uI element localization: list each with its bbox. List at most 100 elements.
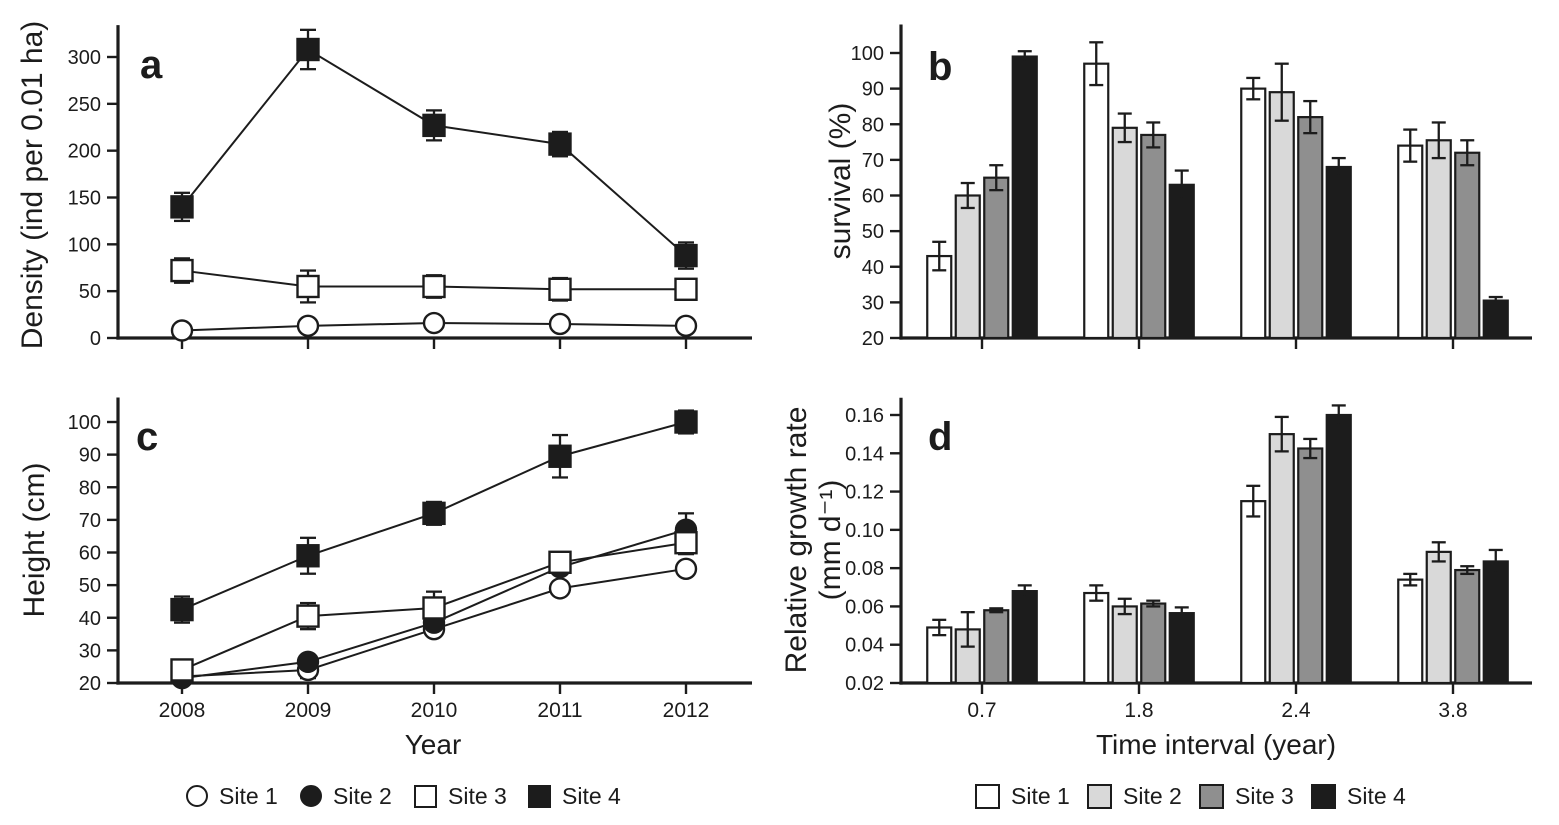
bar — [1482, 299, 1509, 340]
data-point-marker — [422, 274, 446, 299]
panel-a-y-axis-title: Density (ind per 0.01 ha) — [16, 21, 49, 350]
bar — [1240, 500, 1267, 685]
legend-item-site1: Site 1 — [186, 783, 300, 810]
bar — [983, 176, 1010, 340]
data-point-marker — [296, 604, 320, 628]
data-point-marker — [548, 550, 572, 574]
x-tick-label: 0.7 — [967, 699, 996, 722]
y-tick-label: 80 — [862, 114, 884, 136]
panel-d-growth-rate-bar-chart: 0.02 0.04 0.06 0.08 0.10 0.12 0.14 0.16 0.7 1.8 2.… — [845, 397, 1532, 722]
data-point-marker — [296, 37, 320, 62]
x-tick-label: 2009 — [285, 699, 332, 722]
panel-a-density-line-chart: 0 50 100 150 200 250 300 — [68, 25, 752, 350]
y-tick-label: 0.12 — [845, 482, 884, 504]
data-point-marker — [422, 501, 446, 526]
bar — [1168, 183, 1195, 340]
bar — [983, 609, 1010, 685]
y-tick-label: 50 — [79, 281, 101, 303]
bar — [1425, 139, 1452, 340]
y-tick-label: 20 — [862, 328, 884, 350]
y-tick-label: 80 — [79, 477, 101, 499]
bar — [1325, 413, 1352, 685]
y-tick-label: 0 — [90, 328, 101, 350]
x-tick-label: 2011 — [537, 699, 582, 722]
y-tick-label: 0.16 — [845, 405, 884, 427]
legend-label: Site 3 — [448, 782, 507, 809]
bar — [1240, 87, 1267, 340]
filled-square-marker-icon — [528, 784, 551, 808]
data-point-marker — [296, 650, 320, 673]
y-tick-label: 40 — [862, 257, 884, 279]
bar — [1397, 578, 1424, 685]
data-point-marker — [422, 113, 446, 138]
data-point-marker — [548, 132, 572, 156]
legend-label: Site 1 — [219, 782, 278, 809]
bar — [1454, 568, 1481, 685]
legend-label: Site 2 — [1123, 782, 1182, 809]
bar — [1083, 62, 1110, 340]
data-point-marker — [296, 314, 320, 338]
legend-label: Site 4 — [1347, 782, 1406, 809]
bar — [1111, 126, 1138, 340]
y-tick-label: 0.08 — [845, 558, 884, 580]
x-tick-label: 3.8 — [1438, 699, 1467, 722]
bar — [1268, 433, 1295, 685]
bar — [1268, 91, 1295, 340]
data-point-marker — [548, 277, 572, 301]
y-tick-label: 100 — [68, 234, 101, 256]
legend-item-site3: Site 3 — [1199, 783, 1311, 810]
bar — [1297, 116, 1324, 340]
panel-d-letter: d — [928, 415, 952, 459]
legend-item-site1: Site 1 — [975, 783, 1087, 810]
charts-canvas: a b c d Density (ind per 0.01 ha) surviv… — [16, 21, 1532, 760]
legend-item-site4: Site 4 — [528, 783, 642, 810]
x-tick-label: 2008 — [159, 699, 206, 722]
data-point-marker — [170, 658, 194, 682]
legend-line-markers: Site 1 Site 2 Site 3 Site 4 — [186, 776, 642, 816]
y-tick-label: 0.04 — [845, 635, 884, 657]
x-tick-label: 2012 — [663, 699, 710, 722]
data-point-marker — [296, 274, 320, 299]
bar — [1297, 447, 1324, 685]
legend-item-site3: Site 3 — [414, 783, 528, 810]
legend-label: Site 4 — [562, 782, 621, 809]
panel-d-y-axis-title-line1: Relative growth rate — [780, 407, 813, 674]
open-circle-marker-icon — [186, 785, 208, 807]
open-square-marker-icon — [414, 784, 437, 808]
panel-c-height-line-chart: 20 30 40 50 60 70 80 90 100 2008 2009 2010 2011 2012 — [68, 397, 752, 722]
panel-a-letter: a — [140, 43, 163, 87]
y-tick-label: 0.14 — [845, 443, 884, 465]
y-tick-label: 90 — [79, 445, 101, 467]
panel-c-letter: c — [136, 415, 158, 459]
series-line — [181, 48, 687, 257]
y-tick-label: 30 — [79, 640, 101, 662]
y-tick-label: 30 — [862, 292, 884, 314]
bar — [1111, 605, 1138, 685]
x-tick-label: 1.8 — [1124, 699, 1153, 722]
data-point-marker — [296, 544, 320, 568]
white-bar-swatch-icon — [975, 783, 1000, 809]
y-tick-label: 250 — [68, 94, 101, 116]
bar — [1083, 591, 1110, 685]
data-point-marker — [674, 314, 698, 338]
bar — [1482, 560, 1509, 685]
bar — [1140, 133, 1167, 340]
bar — [1397, 144, 1424, 340]
panel-b-y-axis-title: survival (%) — [824, 103, 857, 260]
data-point-marker — [170, 597, 194, 622]
bar — [1325, 165, 1352, 340]
data-point-marker — [674, 243, 698, 268]
legend-bar-fills: Site 1 Site 2 Site 3 Site 4 — [975, 776, 1423, 816]
black-bar-swatch-icon — [1311, 783, 1336, 809]
data-point-marker — [422, 596, 446, 620]
panel-b-survival-bar-chart: 20 30 40 50 60 70 80 90 100 — [851, 24, 1532, 350]
legend-item-site2: Site 2 — [1087, 783, 1199, 810]
gray-bar-swatch-icon — [1199, 783, 1224, 809]
y-tick-label: 40 — [79, 608, 101, 630]
data-point-marker — [548, 312, 572, 336]
data-point-marker — [674, 410, 698, 434]
legend-item-site4: Site 4 — [1311, 783, 1423, 810]
y-tick-label: 100 — [851, 43, 884, 65]
bar — [1168, 612, 1195, 685]
y-tick-label: 70 — [862, 150, 884, 172]
